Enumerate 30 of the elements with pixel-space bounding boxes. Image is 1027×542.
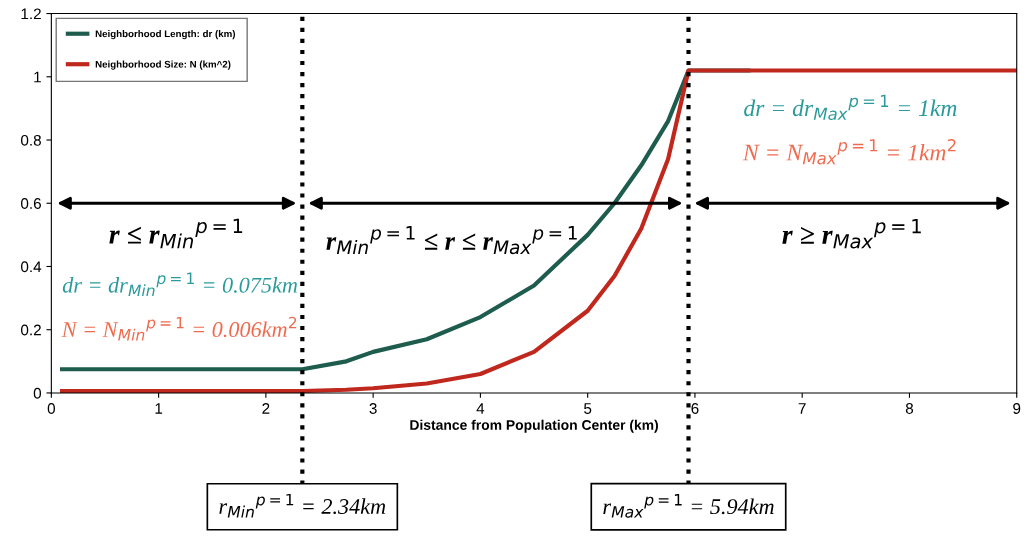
x-tick-label: 7 — [798, 403, 806, 414]
x-tick-label: 0 — [47, 403, 55, 414]
x-tick-label: 4 — [476, 403, 485, 414]
x-tick-label: 2 — [262, 403, 270, 414]
annotation: dr = dr$_{Max}$$^{p=1}$ = 1km — [744, 94, 957, 121]
annotation: N = N$_{Min}$$^{p=1}$ = 0.006km$^{2}$ — [61, 316, 297, 341]
x-tick-label: 9 — [1013, 403, 1021, 414]
x-tick-label: 6 — [691, 403, 699, 414]
annotation: r ≥ r$_{Max}$$^{p=1}$ — [782, 218, 921, 249]
y-tick-label: 0 — [33, 387, 42, 399]
x-tick-label: 8 — [905, 403, 914, 414]
x-tick-label: 5 — [584, 403, 592, 414]
y-tick-label: 0.8 — [20, 134, 41, 146]
y-tick-label: 1 — [34, 71, 41, 83]
x-axis-title: Distance from Population Center (km) — [410, 419, 658, 433]
y-tick-label: 1.2 — [21, 8, 41, 20]
y-tick-label: 0.2 — [20, 324, 41, 336]
ref-line-label: r$_{Max}$$^{p=1}$ = 5.94km — [603, 494, 774, 518]
x-tick-label: 1 — [155, 403, 163, 414]
x-tick-label: 3 — [369, 403, 377, 414]
y-tick-label: 0.6 — [20, 198, 41, 209]
y-tick-label: 0.4 — [20, 261, 42, 273]
annotation: N = N$_{Max}$$^{p=1}$ = 1km$^{2}$ — [742, 139, 956, 165]
ref-line-label: r$_{Min}$$^{p=1}$ = 2.34km — [219, 493, 386, 518]
annotation: dr = dr$_{Min}$$^{p=1}$ = 0.075km — [62, 272, 297, 297]
annotation: r ≤ r$_{Min}$$^{p=1}$ — [109, 218, 243, 249]
legend-label: Neighborhood Length: dr (km) — [95, 30, 236, 40]
line-series — [59, 68, 1017, 393]
legend-label: Neighborhood Size: N (km^2) — [95, 60, 231, 70]
annotation: r$_{Min}$$^{p=1}$ ≤ r ≤ r$_{Max}$$^{p=1}$ — [326, 226, 577, 255]
